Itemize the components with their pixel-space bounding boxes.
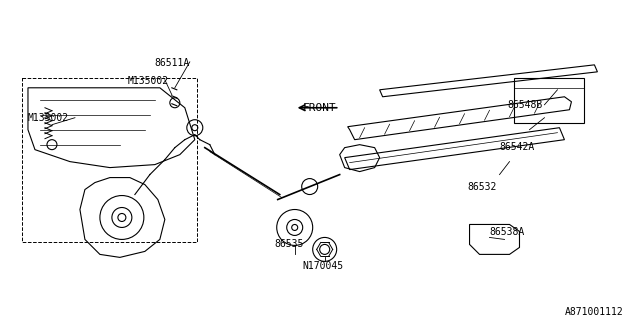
Text: FRONT: FRONT (303, 103, 337, 113)
Text: N170045: N170045 (303, 261, 344, 271)
Text: 86532: 86532 (468, 181, 497, 192)
Text: 86535: 86535 (275, 239, 304, 249)
Text: 86538A: 86538A (490, 228, 525, 237)
Bar (515, 78, 584, 123)
Text: 86542A: 86542A (499, 142, 535, 152)
Bar (22, 78, 197, 243)
Text: M135002: M135002 (128, 76, 169, 86)
Text: M135002: M135002 (28, 113, 69, 123)
Text: 86511A: 86511A (155, 58, 190, 68)
Text: A871001112: A871001112 (564, 307, 623, 317)
Text: 86548B: 86548B (508, 100, 543, 110)
